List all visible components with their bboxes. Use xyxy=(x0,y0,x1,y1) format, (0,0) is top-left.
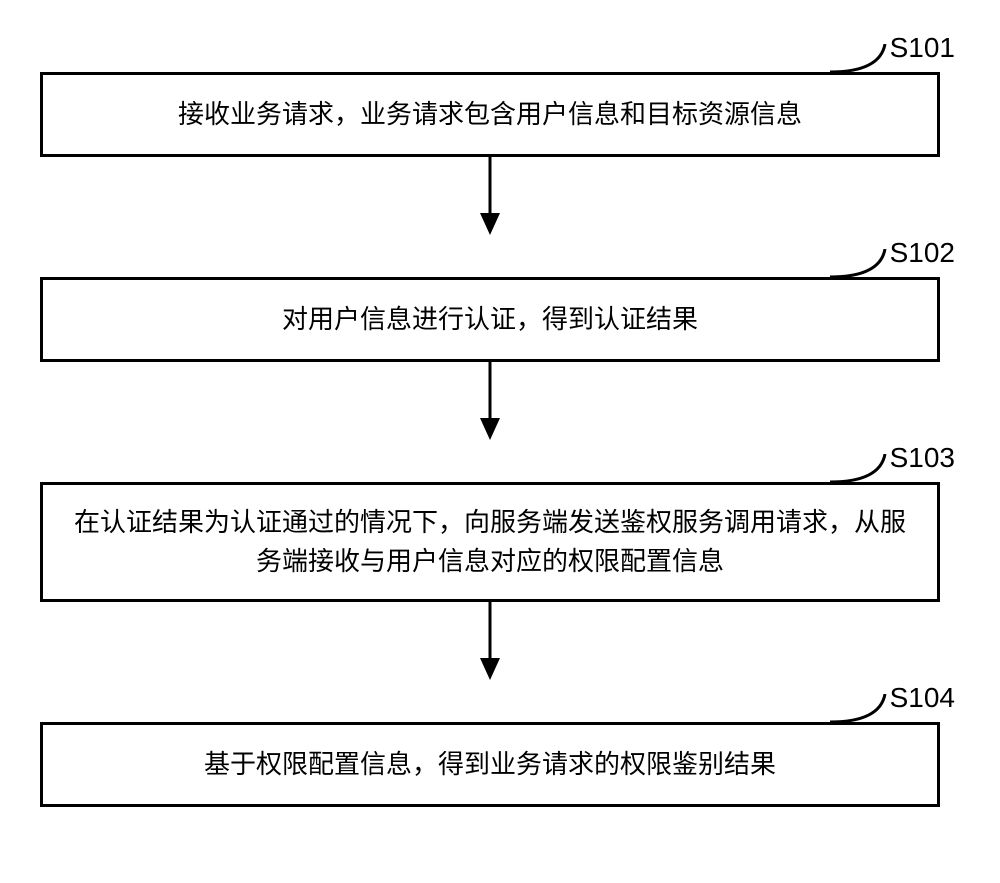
flowchart-container: S101 接收业务请求，业务请求包含用户信息和目标资源信息 S102 对用户信息… xyxy=(40,30,940,807)
arrow-1 xyxy=(40,157,940,235)
step-text-s103: 在认证结果为认证通过的情况下，向服务端发送鉴权服务调用请求，从服务端接收与用户信… xyxy=(73,503,907,581)
step-box-s104: 基于权限配置信息，得到业务请求的权限鉴别结果 xyxy=(40,722,940,807)
step-box-s102: 对用户信息进行认证，得到认证结果 xyxy=(40,277,940,362)
step-text-s104: 基于权限配置信息，得到业务请求的权限鉴别结果 xyxy=(204,745,776,784)
step-box-s103: 在认证结果为认证通过的情况下，向服务端发送鉴权服务调用请求，从服务端接收与用户信… xyxy=(40,482,940,602)
step-text-s102: 对用户信息进行认证，得到认证结果 xyxy=(282,300,698,339)
step-text-s101: 接收业务请求，业务请求包含用户信息和目标资源信息 xyxy=(178,95,802,134)
arrow-2 xyxy=(40,362,940,440)
arrow-3 xyxy=(40,602,940,680)
step-box-s101: 接收业务请求，业务请求包含用户信息和目标资源信息 xyxy=(40,72,940,157)
